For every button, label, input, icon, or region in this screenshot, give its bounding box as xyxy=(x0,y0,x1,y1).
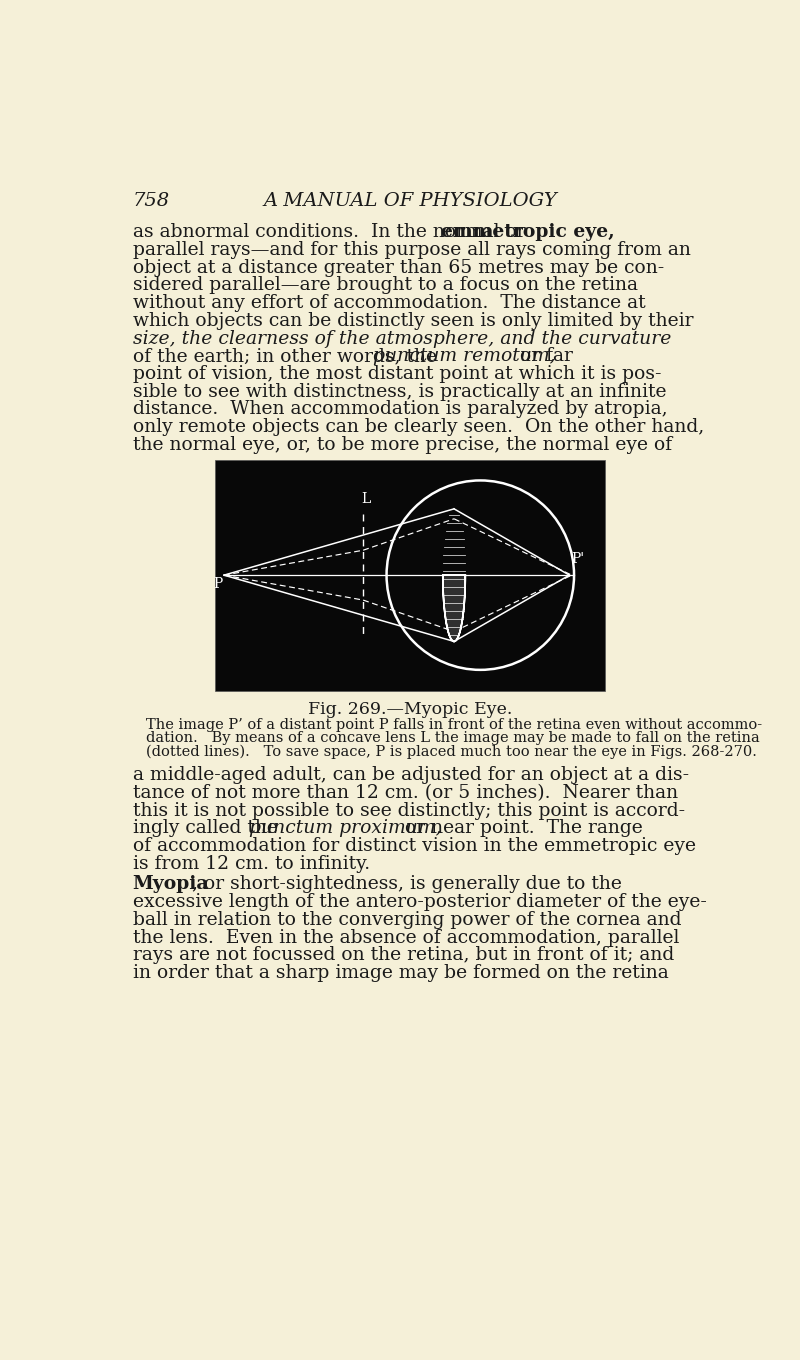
Text: A MANUAL OF PHYSIOLOGY: A MANUAL OF PHYSIOLOGY xyxy=(263,193,557,211)
Text: Myopia: Myopia xyxy=(133,876,209,894)
Text: 758: 758 xyxy=(133,193,170,211)
Text: parallel rays—and for this purpose all rays coming from an: parallel rays—and for this purpose all r… xyxy=(133,241,690,258)
Text: tance of not more than 12 cm. (or 5 inches).  Nearer than: tance of not more than 12 cm. (or 5 inch… xyxy=(133,783,678,802)
Bar xyxy=(214,460,606,691)
Text: in order that a sharp image may be formed on the retina: in order that a sharp image may be forme… xyxy=(133,964,668,982)
Text: dation.   By means of a concave lens L the image may be made to fall on the reti: dation. By means of a concave lens L the… xyxy=(146,732,760,745)
Text: , or short-sightedness, is generally due to the: , or short-sightedness, is generally due… xyxy=(192,876,622,894)
Text: P': P' xyxy=(571,552,584,566)
Text: the lens.  Even in the absence of accommodation, parallel: the lens. Even in the absence of accommo… xyxy=(133,929,679,947)
Text: sible to see with distinctness, is practically at an infinite: sible to see with distinctness, is pract… xyxy=(133,382,666,401)
Text: excessive length of the antero-posterior diameter of the eye-: excessive length of the antero-posterior… xyxy=(133,894,706,911)
Text: of accommodation for distinct vision in the emmetropic eye: of accommodation for distinct vision in … xyxy=(133,836,695,855)
Text: The image P’ of a distant point P falls in front of the retina even without acco: The image P’ of a distant point P falls … xyxy=(146,718,762,733)
Text: object at a distance greater than 65 metres may be con-: object at a distance greater than 65 met… xyxy=(133,258,664,276)
Text: L: L xyxy=(361,492,370,506)
Text: Fig. 269.—Myopic Eye.: Fig. 269.—Myopic Eye. xyxy=(308,702,512,718)
Text: as abnormal conditions.  In the normal or: as abnormal conditions. In the normal or xyxy=(133,223,531,241)
Text: or far: or far xyxy=(514,347,574,366)
Text: only remote objects can be clearly seen.  On the other hand,: only remote objects can be clearly seen.… xyxy=(133,418,704,437)
Text: ball in relation to the converging power of the cornea and: ball in relation to the converging power… xyxy=(133,911,681,929)
Text: this it is not possible to see distinctly; this point is accord-: this it is not possible to see distinctl… xyxy=(133,801,685,820)
Polygon shape xyxy=(443,575,466,642)
Text: a middle-aged adult, can be adjusted for an object at a dis-: a middle-aged adult, can be adjusted for… xyxy=(133,766,689,785)
Text: size, the clearness of the atmosphere, and the curvature: size, the clearness of the atmosphere, a… xyxy=(133,329,671,348)
Text: punctum remotum,: punctum remotum, xyxy=(373,347,555,366)
Text: which objects can be distinctly seen is only limited by their: which objects can be distinctly seen is … xyxy=(133,311,693,330)
Text: emmetropic eye,: emmetropic eye, xyxy=(442,223,615,241)
Text: rays are not focussed on the retina, but in front of it; and: rays are not focussed on the retina, but… xyxy=(133,947,674,964)
Text: or near point.  The range: or near point. The range xyxy=(398,819,642,838)
Text: distance.  When accommodation is paralyzed by atropia,: distance. When accommodation is paralyze… xyxy=(133,400,667,419)
Text: punctum proximum,: punctum proximum, xyxy=(250,819,442,838)
Text: is from 12 cm. to infinity.: is from 12 cm. to infinity. xyxy=(133,854,370,873)
Text: P: P xyxy=(213,577,222,590)
Text: sidered parallel—are brought to a focus on the retina: sidered parallel—are brought to a focus … xyxy=(133,276,638,294)
Text: without any effort of accommodation.  The distance at: without any effort of accommodation. The… xyxy=(133,294,645,311)
Text: (dotted lines).   To save space, P is placed much too near the eye in Figs. 268-: (dotted lines). To save space, P is plac… xyxy=(146,744,758,759)
Text: of the earth; in other words, the: of the earth; in other words, the xyxy=(133,347,442,366)
Text: the normal eye, or, to be more precise, the normal eye of: the normal eye, or, to be more precise, … xyxy=(133,435,672,454)
Text: ingly called the: ingly called the xyxy=(133,819,283,838)
Text: point of vision, the most distant point at which it is pos-: point of vision, the most distant point … xyxy=(133,364,661,384)
